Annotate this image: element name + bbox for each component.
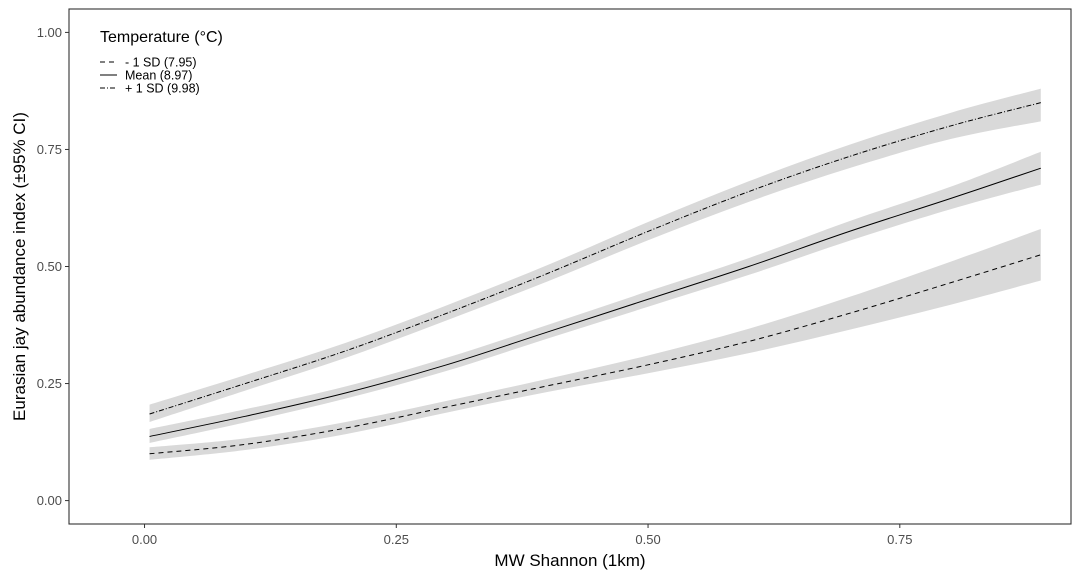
y-tick-label: 1.00	[37, 25, 62, 40]
y-tick-label: 0.25	[37, 376, 62, 391]
y-axis: 0.00 0.25 0.50 0.75 1.00	[37, 25, 69, 508]
legend-items: - 1 SD (7.95)Mean (8.97)+ 1 SD (9.98)	[100, 56, 200, 96]
y-tick-label: 0.00	[37, 493, 62, 508]
x-tick-label: 0.50	[635, 532, 660, 547]
legend-label-1: Mean (8.97)	[125, 69, 192, 83]
x-tick-label: 0.00	[132, 532, 157, 547]
legend-label-2: + 1 SD (9.98)	[125, 82, 200, 96]
ci-ribbon-2	[149, 88, 1041, 422]
x-axis: 0.00 0.25 0.50 0.75	[132, 524, 912, 547]
x-tick-label: 0.25	[384, 532, 409, 547]
ci-ribbon-1	[149, 151, 1041, 444]
y-axis-title: Eurasian jay abundance index (±95% CI)	[10, 112, 29, 421]
ci-ribbons	[149, 88, 1041, 460]
x-axis-title: MW Shannon (1km)	[494, 551, 645, 570]
series-lines	[149, 102, 1041, 455]
legend-label-0: - 1 SD (7.95)	[125, 56, 197, 70]
series-line-2	[149, 102, 1041, 415]
legend: Temperature (°C) - 1 SD (7.95)Mean (8.97…	[100, 29, 223, 96]
y-tick-label: 0.50	[37, 259, 62, 274]
legend-title: Temperature (°C)	[100, 29, 223, 46]
y-tick-label: 0.75	[37, 142, 62, 157]
x-tick-label: 0.75	[887, 532, 912, 547]
series-line-1	[149, 167, 1041, 437]
